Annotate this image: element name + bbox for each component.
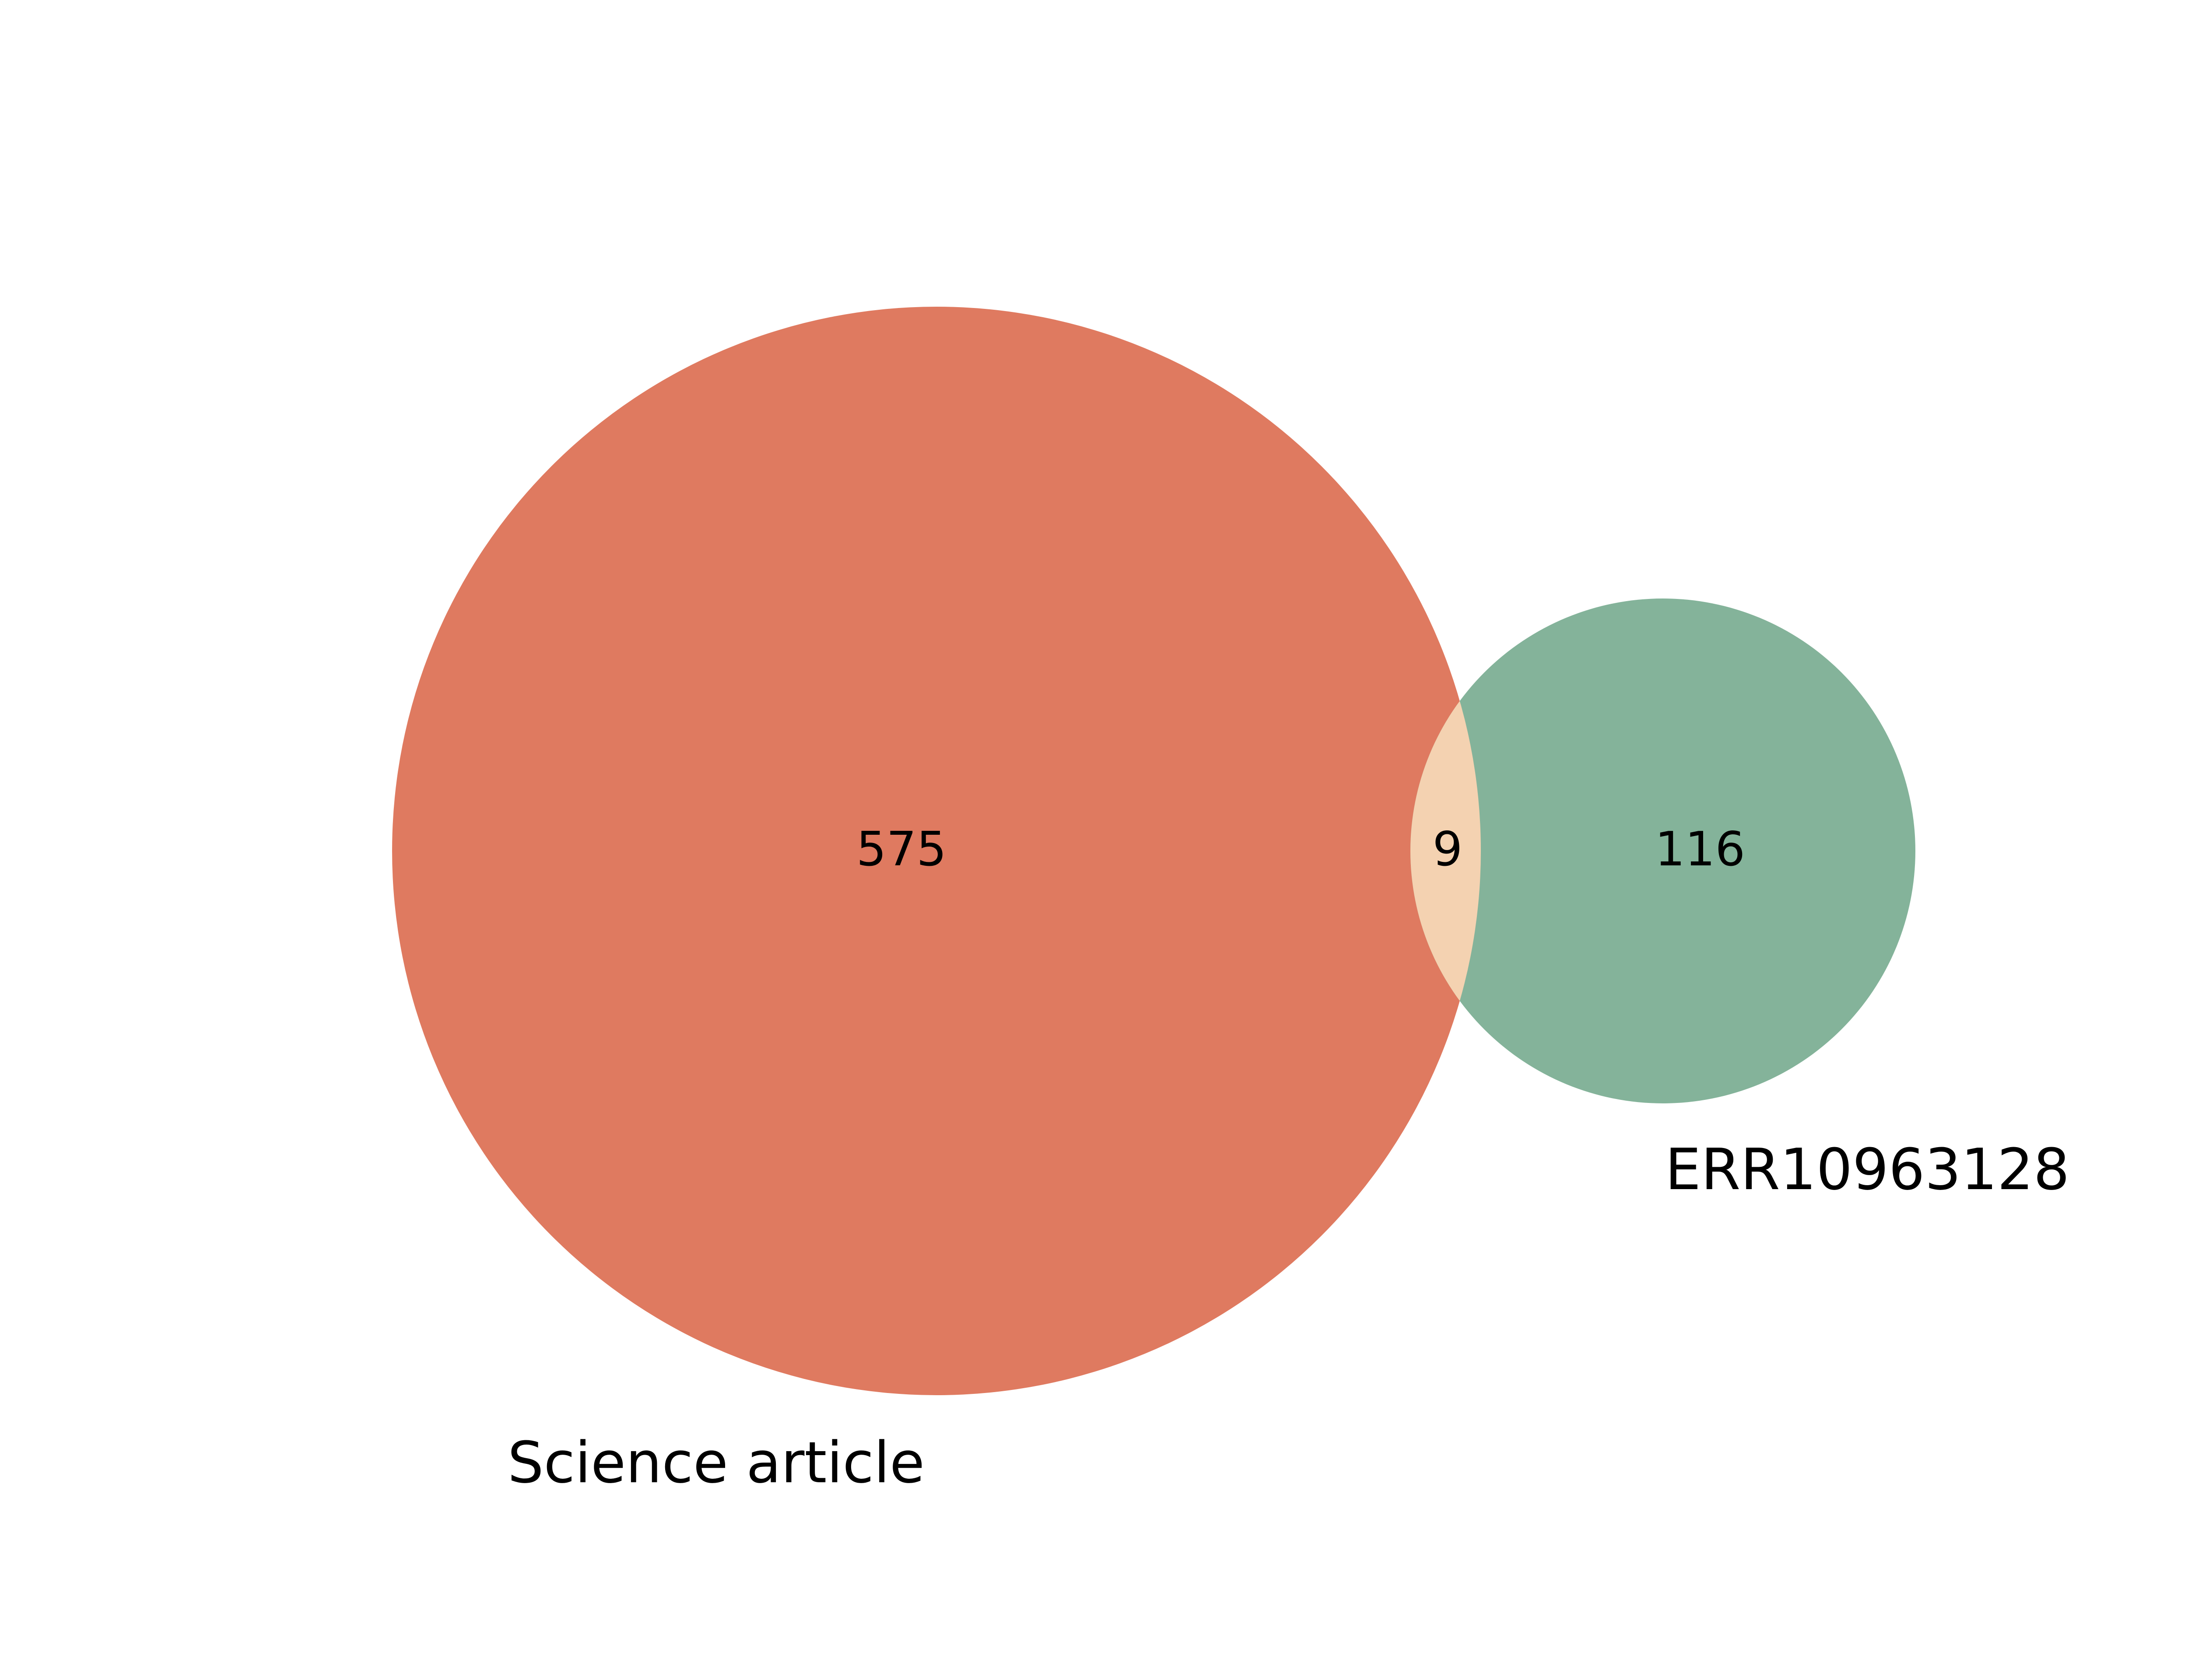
science-article-only-count: 575 [856,822,947,877]
science-article-circle [392,307,1481,1395]
intersection-count: 9 [1433,822,1463,877]
err10963128-set-label: ERR10963128 [1665,1136,2069,1203]
science-article-set-label: Science article [508,1429,925,1496]
err10963128-only-count: 116 [1655,822,1745,877]
err10963128-circle [1410,598,1915,1103]
